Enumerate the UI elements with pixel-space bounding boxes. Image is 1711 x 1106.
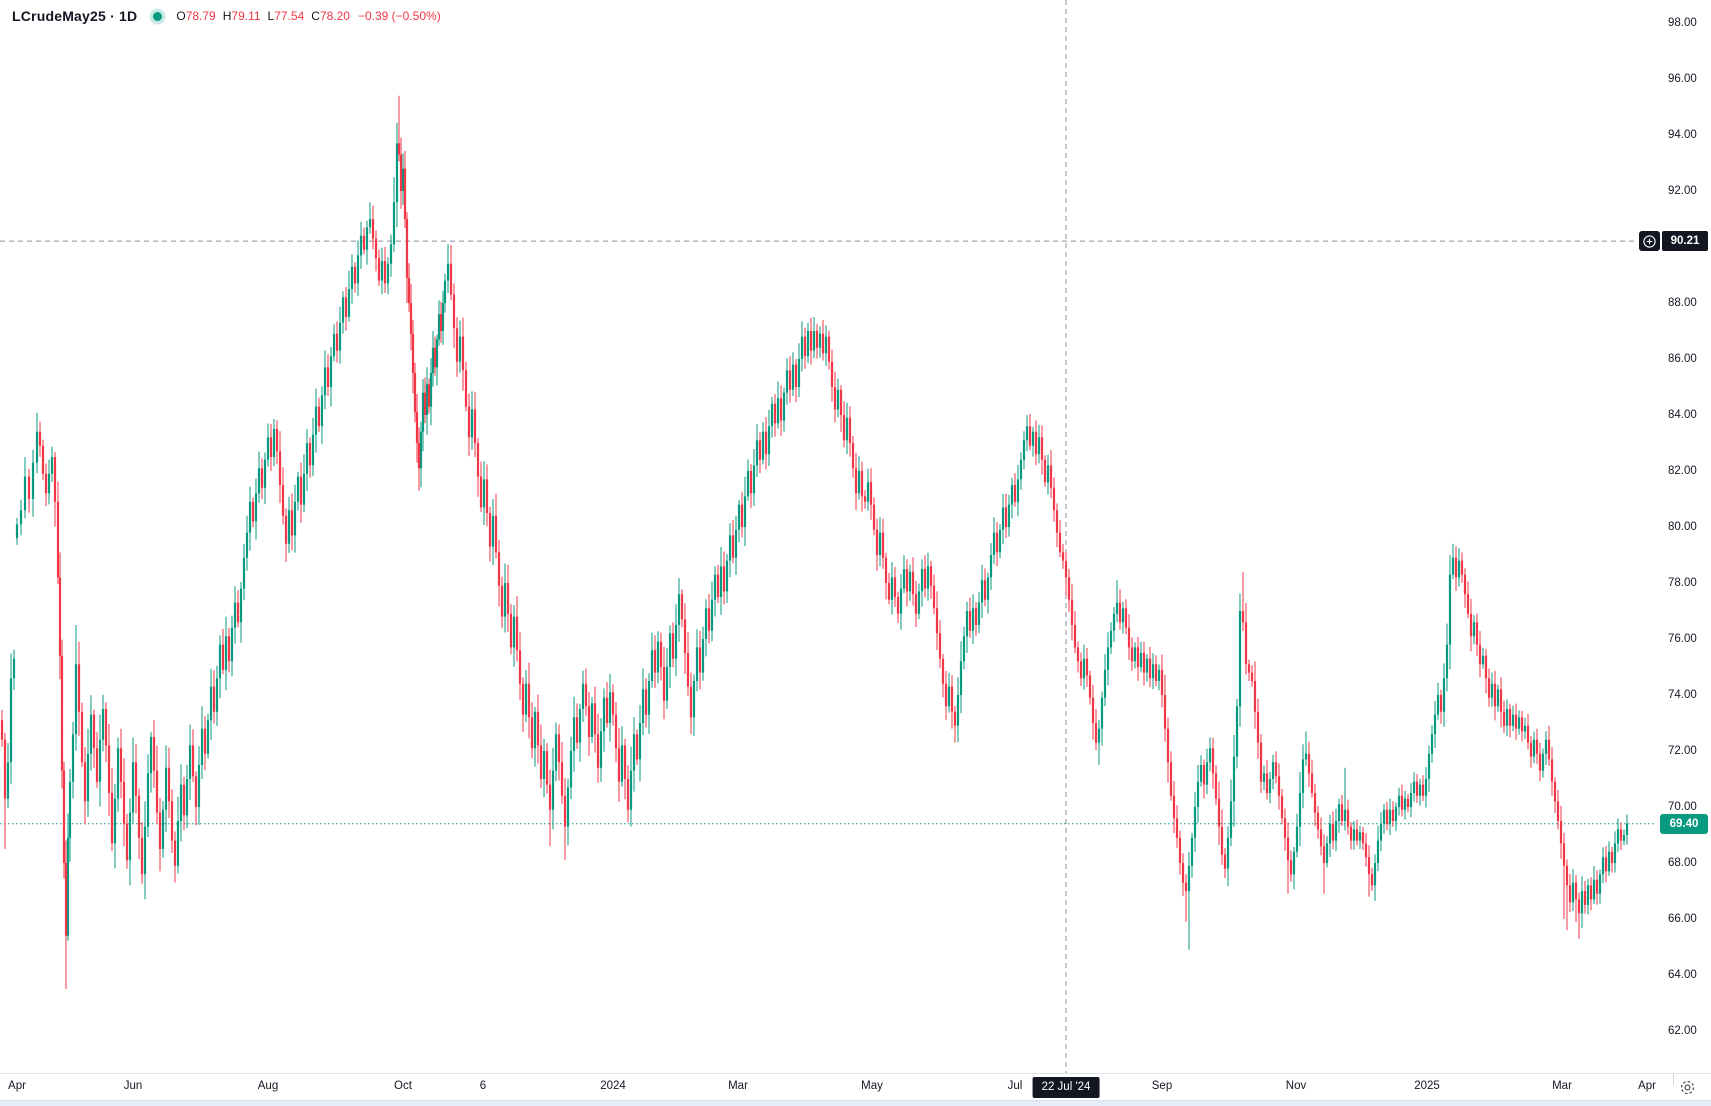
price-tick-label: 82.00 xyxy=(1668,465,1697,477)
ohlc-field: O78.79 xyxy=(176,9,216,23)
time-tick-label: Oct xyxy=(394,1080,412,1092)
up-candle-wicks xyxy=(7,122,1628,950)
axis-corner-separator xyxy=(1673,1074,1674,1085)
price-tick-label: 80.00 xyxy=(1668,521,1697,533)
market-status-icon[interactable] xyxy=(153,11,163,21)
price-tick-label: 70.00 xyxy=(1668,801,1697,813)
time-tick-label: Jun xyxy=(123,1080,143,1092)
price-tick-label: 74.00 xyxy=(1668,689,1697,701)
current-price-badge: 69.40 xyxy=(1660,813,1708,834)
price-tick-label: 72.00 xyxy=(1668,745,1697,757)
time-tick-label: Sep xyxy=(1151,1080,1173,1092)
change-readout: −0.39 (−0.50%) xyxy=(357,9,441,23)
axis-settings-button[interactable] xyxy=(1679,1079,1696,1096)
chart-pane[interactable] xyxy=(0,0,1711,1073)
time-tick-label: Aug xyxy=(257,1080,279,1092)
gear-icon xyxy=(1680,1080,1695,1095)
price-tick-label: 62.00 xyxy=(1668,1025,1697,1037)
price-tick-label: 78.00 xyxy=(1668,577,1697,589)
ohlc-field: C78.20 xyxy=(311,9,350,23)
price-tick-label: 92.00 xyxy=(1668,185,1697,197)
price-tick-label: 68.00 xyxy=(1668,857,1697,869)
bottom-panel-edge xyxy=(0,1100,1711,1106)
ohlc-field: L77.54 xyxy=(267,9,305,23)
price-tick-label: 64.00 xyxy=(1668,969,1697,981)
price-tick-label: 86.00 xyxy=(1668,353,1697,365)
price-tick-label: 94.00 xyxy=(1668,129,1697,141)
crosshair-date-badge: 22 Jul '24 xyxy=(1032,1077,1100,1098)
price-tick-label: 88.00 xyxy=(1668,297,1697,309)
time-tick-label: 2025 xyxy=(1414,1080,1440,1092)
price-level-badge: 90.21 xyxy=(1662,231,1708,252)
symbol-legend: LCrudeMay25 · 1D O78.79 H79.11 L77.54 C78.2… xyxy=(12,8,441,24)
time-tick-label: Nov xyxy=(1285,1080,1307,1092)
down-candle-bodies xyxy=(0,143,1623,936)
time-tick-label: Apr xyxy=(8,1080,26,1092)
ohlc-field: H79.11 xyxy=(222,9,261,23)
price-tick-label: 76.00 xyxy=(1668,633,1697,645)
price-tick-label: 98.00 xyxy=(1668,17,1697,29)
price-tick-label: 96.00 xyxy=(1668,73,1697,85)
ohlc-readout: O78.79 H79.11 L77.54 C78.20 xyxy=(176,9,357,23)
circle-plus-icon xyxy=(1643,234,1656,248)
time-tick-label: 6 xyxy=(479,1080,487,1092)
price-tick-label: 84.00 xyxy=(1668,409,1697,421)
time-tick-label: Apr xyxy=(1638,1080,1656,1092)
time-tick-label: 2024 xyxy=(600,1080,626,1092)
add-alert-plus-button[interactable] xyxy=(1639,231,1660,252)
symbol-title[interactable]: LCrudeMay25 · 1D xyxy=(12,8,138,24)
time-tick-label: May xyxy=(861,1080,883,1092)
time-axis-separator xyxy=(0,1073,1711,1074)
time-tick-label: Jul xyxy=(1007,1080,1023,1092)
time-tick-label: Mar xyxy=(728,1080,748,1092)
price-tick-label: 66.00 xyxy=(1668,913,1697,925)
time-tick-label: Mar xyxy=(1552,1080,1572,1092)
